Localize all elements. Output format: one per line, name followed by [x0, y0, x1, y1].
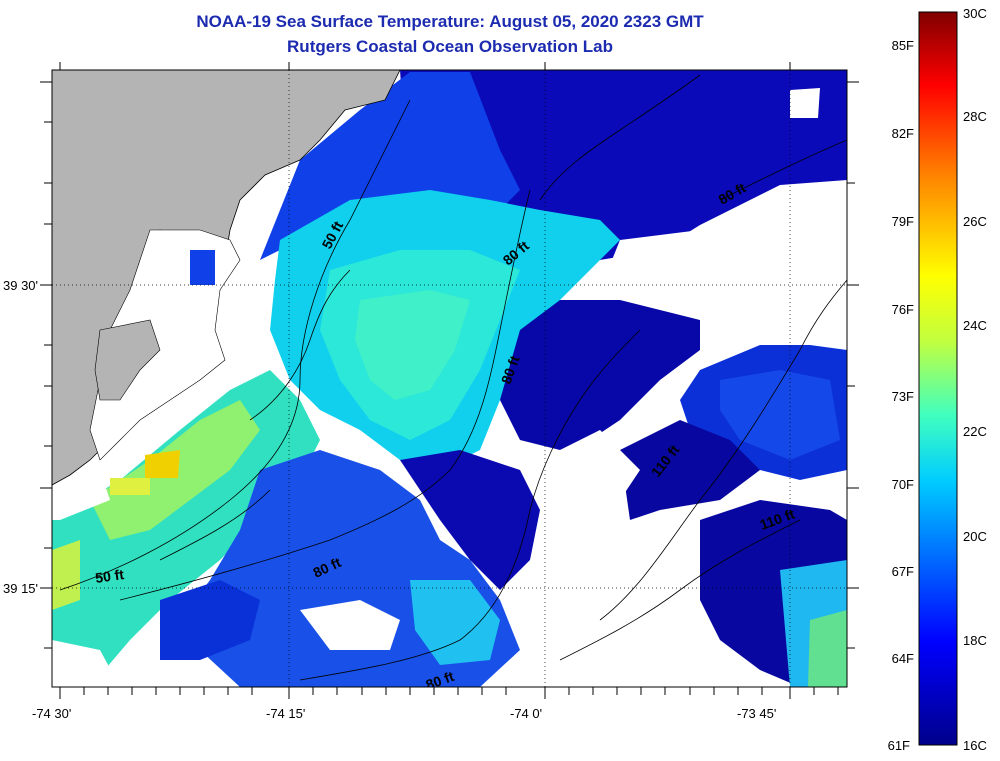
map-frame	[51, 69, 848, 688]
colorbar-c-label: 16C	[963, 738, 987, 753]
map-title: NOAA-19 Sea Surface Temperature: August …	[196, 12, 704, 31]
lat-label: 39 30'	[3, 278, 38, 293]
colorbar-f-label: 73F	[892, 389, 914, 404]
lat-label: 39 15'	[3, 581, 38, 596]
colorbar-c-label: 30C	[963, 6, 987, 21]
colorbar-c-label: 20C	[963, 529, 987, 544]
sst-field	[52, 70, 847, 687]
axis-labels: -74 30' -74 15' -74 0' -73 45' 39 30' 39…	[3, 278, 776, 721]
colorbar-f-label: 76F	[892, 302, 914, 317]
temperature-colorbar: 85F 82F 79F 76F 73F 70F 67F 64F 61F 30C …	[888, 6, 987, 753]
lon-label: -74 15'	[266, 706, 305, 721]
colorbar-f-label: 79F	[892, 214, 914, 229]
colorbar-f-label: 85F	[892, 38, 914, 53]
lon-label: -74 30'	[32, 706, 71, 721]
colorbar-c-label: 22C	[963, 424, 987, 439]
colorbar-c-label: 24C	[963, 318, 987, 333]
map-subtitle: Rutgers Coastal Ocean Observation Lab	[287, 37, 613, 56]
colorbar-f-label: 64F	[892, 651, 914, 666]
coastal-cloud	[89, 229, 241, 461]
contour-label: 50 ft	[94, 566, 125, 586]
colorbar-c-label: 26C	[963, 214, 987, 229]
colorbar-f-label: 82F	[892, 126, 914, 141]
colorbar-f-label: 70F	[892, 477, 914, 492]
depth-contours	[59, 74, 847, 681]
lon-label: -73 45'	[737, 706, 776, 721]
graticule	[52, 70, 847, 687]
colorbar-f-label: 61F	[888, 738, 910, 753]
colorbar-c-label: 18C	[963, 633, 987, 648]
colorbar-gradient	[918, 11, 958, 746]
colorbar-c-label: 28C	[963, 109, 987, 124]
colorbar-f-label: 67F	[892, 564, 914, 579]
axis-ticks	[40, 62, 859, 699]
lon-label: -74 0'	[510, 706, 542, 721]
